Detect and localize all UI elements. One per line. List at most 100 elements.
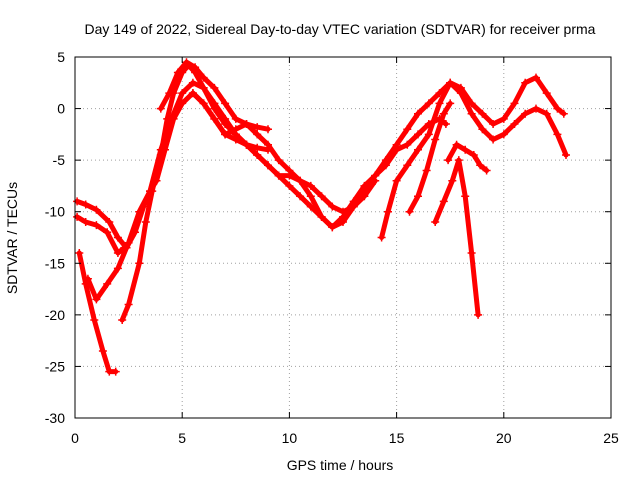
data-point [221,130,230,139]
data-point [221,120,230,128]
data-point [476,161,485,170]
data-point [510,99,519,108]
data-point [199,73,208,82]
data-point [403,161,412,170]
data-point [553,130,562,139]
series-line [76,250,119,375]
data-point [191,63,200,72]
series-arc-3 [75,249,120,376]
data-point [532,104,540,113]
data-point [253,151,262,159]
data-point [431,218,440,226]
data-point [405,207,414,216]
data-point [392,140,401,149]
y-tick-label: -15 [45,255,65,271]
data-point [73,197,82,206]
data-point [377,233,386,242]
data-point [414,109,422,118]
data-point [431,135,440,144]
series-arc-8 [377,78,570,242]
data-point [510,120,519,128]
data-point [231,114,240,123]
y-tick-label: -10 [45,204,65,220]
series-layer [73,58,570,376]
data-point [156,104,165,113]
data-point [92,205,101,214]
series-arc-6 [156,58,380,216]
y-tick-label: 5 [57,49,65,65]
tick-layer: 0 5 10 15 20 25 -30 -25 -20 -15 -10 -5 0 5 [45,49,619,446]
data-point [92,295,101,304]
data-point [253,123,262,132]
x-tick-label: 20 [496,430,512,446]
data-point [296,192,305,201]
data-point [384,207,392,216]
series-arc-11 [444,140,491,175]
data-point [178,89,187,98]
chart-title: Day 149 of 2022, Sidereal Day-to-day VTE… [85,21,596,37]
data-point [135,207,144,216]
data-point [173,68,182,77]
data-point [339,207,347,216]
data-point [328,202,337,211]
data-point [113,249,122,257]
data-point [81,218,90,226]
data-point [446,78,455,87]
data-point [163,114,172,123]
data-point [92,221,101,230]
data-point [210,83,219,92]
plot-frame [74,56,612,419]
data-point [83,274,92,283]
data-point [210,104,219,113]
y-tick-label: -20 [45,307,65,323]
series-arc-1 [73,212,129,257]
data-point [461,145,470,154]
data-point [73,212,82,221]
data-point [81,200,90,209]
data-point [444,156,453,165]
series-line [445,142,490,173]
data-point [474,310,483,319]
data-point [124,238,133,247]
data-point [456,89,465,98]
x-tick-label: 5 [178,430,186,446]
data-point [553,104,562,113]
data-point [105,218,114,226]
data-point [482,166,491,175]
data-point [424,130,433,139]
data-point [403,140,412,149]
data-point [435,99,444,108]
data-point [392,176,401,185]
data-point [135,259,144,268]
y-tick-label: -5 [53,152,66,168]
data-point [521,78,530,87]
data-point [499,130,508,139]
series-arc-7 [188,89,272,139]
data-point [148,187,157,196]
data-point [182,58,191,67]
data-point [360,181,369,190]
data-point [264,125,272,134]
data-point [274,156,283,165]
data-point [422,166,431,175]
x-axis-label: GPS time / hours [287,457,394,473]
series-arc-5 [118,61,568,324]
data-point [199,83,208,92]
data-point [424,99,433,108]
data-point [489,135,498,144]
data-point [75,249,84,257]
data-point [242,140,251,149]
data-point [542,89,551,98]
data-point [452,140,461,149]
data-point [559,109,568,118]
data-point [461,192,470,201]
data-point [90,316,99,324]
series-line [158,59,378,215]
data-point [103,228,112,237]
data-point [478,109,487,118]
x-tick-label: 15 [389,430,405,446]
data-point [454,156,463,165]
data-point [441,120,450,128]
series-arc-10 [431,156,483,319]
data-point [231,125,240,134]
